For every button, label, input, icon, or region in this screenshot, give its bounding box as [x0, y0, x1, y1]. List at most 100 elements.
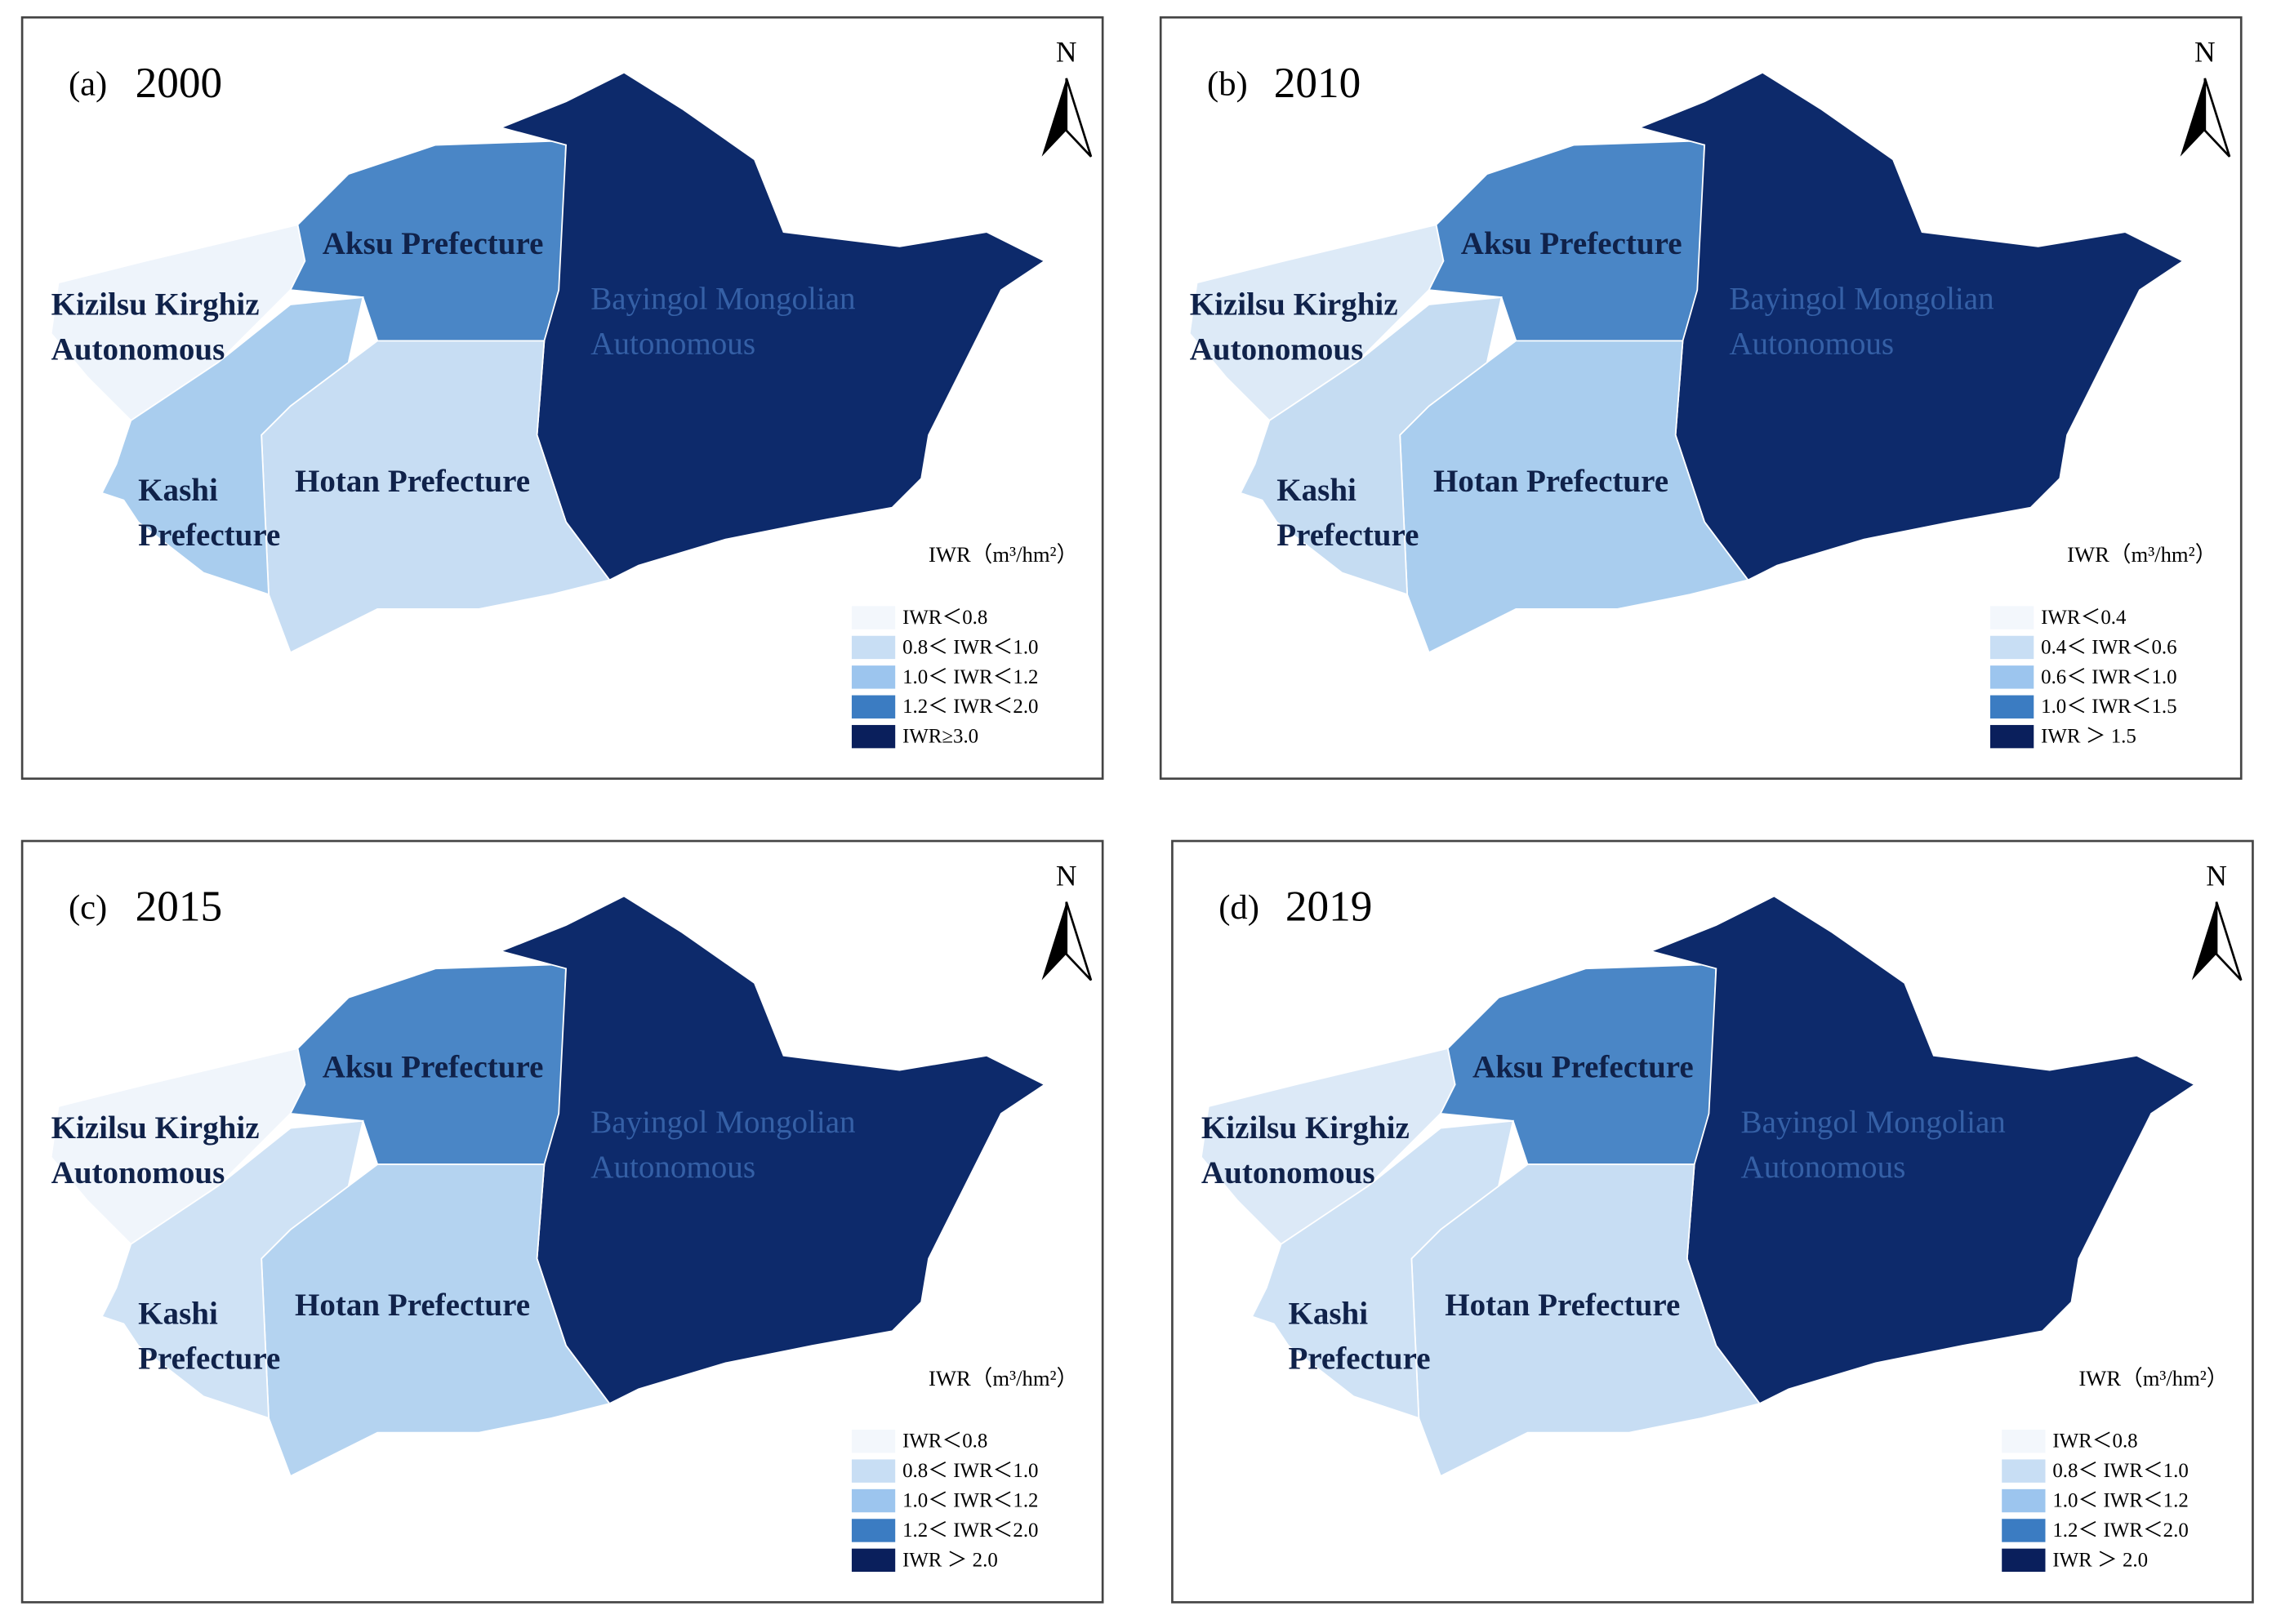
- region-label: Kashi: [138, 1296, 218, 1331]
- region-label: Autonomous: [1201, 1155, 1375, 1190]
- region-label: Autonomous: [51, 1155, 225, 1190]
- region-label: Bayingol Mongolian: [1729, 281, 1994, 316]
- region-label: Kizilsu Kirghiz: [51, 287, 260, 322]
- region-label: Bayingol Mongolian: [590, 1105, 855, 1140]
- panel-label: (c): [69, 888, 107, 927]
- region-label: Hotan Prefecture: [295, 1288, 530, 1323]
- region-label: Autonomous: [1190, 332, 1364, 367]
- region-label: Aksu Prefecture: [323, 1050, 544, 1085]
- legend-label: 1.2＜ IWR＜2.0: [902, 1519, 1038, 1542]
- region-label: Prefecture: [1276, 518, 1419, 553]
- legend-swatch: [851, 665, 896, 689]
- legend-label: IWR＜0.8: [902, 607, 987, 629]
- region: [1239, 296, 1503, 596]
- north-arrow: [2215, 901, 2243, 981]
- region-label: Kashi: [1288, 1296, 1368, 1331]
- north-arrow: [2203, 78, 2231, 158]
- legend-swatch: [1990, 606, 2034, 630]
- legend-swatch: [851, 1430, 896, 1453]
- region-label: Prefecture: [138, 1341, 280, 1377]
- legend-swatch: [851, 606, 896, 630]
- legend-label: 1.0＜ IWR＜1.2: [2052, 1490, 2188, 1512]
- region-label: Aksu Prefecture: [1472, 1050, 1694, 1085]
- panel-label: (b): [1207, 65, 1248, 103]
- north-label: N: [2206, 859, 2227, 892]
- region-label: Autonomous: [1741, 1150, 1906, 1185]
- region-label: Aksu Prefecture: [323, 226, 544, 261]
- legend-label: IWR＜0.4: [2041, 607, 2127, 629]
- legend-title: IWR（m³/hm²）: [2067, 542, 2216, 567]
- north-label: N: [1056, 859, 1077, 892]
- legend-label: 0.8＜ IWR＜1.0: [902, 1460, 1038, 1482]
- north-arrow: [1041, 901, 1067, 981]
- legend-label: 1.2＜ IWR＜2.0: [902, 696, 1038, 718]
- region-label: Hotan Prefecture: [295, 464, 530, 499]
- panel: Kizilsu Kirghiz Autonomous Aksu Prefecture…: [20, 16, 1104, 780]
- legend-swatch: [2002, 1430, 2046, 1453]
- region-label: Bayingol Mongolian: [590, 281, 855, 316]
- legend-label: 1.0＜ IWR＜1.2: [902, 666, 1038, 688]
- legend-swatch: [851, 1459, 896, 1483]
- legend-swatch: [2002, 1519, 2046, 1542]
- region-label: Autonomous: [590, 1150, 755, 1185]
- legend-swatch: [1990, 635, 2034, 660]
- region-label: Hotan Prefecture: [1433, 464, 1668, 499]
- legend-label: 0.4＜ IWR＜0.6: [2041, 636, 2176, 658]
- north-label: N: [1056, 36, 1077, 69]
- legend-swatch: [851, 724, 896, 749]
- panel-year: 2015: [136, 882, 223, 930]
- region-label: Aksu Prefecture: [1461, 226, 1682, 261]
- region: [100, 296, 364, 596]
- region-label: Autonomous: [1729, 326, 1894, 361]
- region-label: Autonomous: [590, 326, 755, 361]
- panel: Kizilsu Kirghiz Autonomous Aksu Prefecture…: [20, 839, 1104, 1604]
- panel-label: (a): [69, 65, 107, 103]
- panel-year: 2019: [1285, 882, 1373, 930]
- panel-label: (d): [1218, 888, 1259, 927]
- region: [100, 1119, 364, 1420]
- north-arrow: [1065, 901, 1093, 981]
- region-label: Kashi: [138, 473, 218, 508]
- region-label: Kizilsu Kirghiz: [1201, 1110, 1410, 1146]
- legend-label: 1.0＜ IWR＜1.5: [2041, 696, 2176, 718]
- region: [1250, 1119, 1514, 1420]
- legend-swatch: [2002, 1459, 2046, 1483]
- region-label: Prefecture: [1288, 1341, 1430, 1377]
- legend-swatch: [851, 1519, 896, 1542]
- legend-swatch: [851, 1548, 896, 1573]
- legend-label: 1.2＜ IWR＜2.0: [2052, 1519, 2188, 1542]
- north-arrow: [1041, 78, 1067, 157]
- panel-year: 2000: [136, 59, 223, 107]
- legend-label: 0.8＜ IWR＜1.0: [2052, 1460, 2188, 1482]
- panel: Kizilsu Kirghiz Autonomous Aksu Prefecture…: [1171, 839, 2254, 1604]
- legend-label: 0.8＜ IWR＜1.0: [902, 636, 1038, 658]
- legend-label: 1.0＜ IWR＜1.2: [902, 1490, 1038, 1512]
- legend-swatch: [851, 695, 896, 719]
- region-label: Kashi: [1276, 473, 1357, 508]
- legend-swatch: [2002, 1488, 2046, 1513]
- legend-swatch: [851, 635, 896, 660]
- panel-year: 2010: [1274, 59, 1361, 107]
- legend-swatch: [1990, 665, 2034, 689]
- legend-label: IWR＜0.8: [902, 1430, 987, 1453]
- legend-swatch: [851, 1488, 896, 1513]
- north-arrow: [1065, 78, 1093, 158]
- legend-label: 0.6＜ IWR＜1.0: [2041, 666, 2176, 688]
- legend-swatch: [1990, 695, 2034, 719]
- legend-title: IWR（m³/hm²）: [929, 542, 1078, 567]
- legend-title: IWR（m³/hm²）: [2078, 1366, 2228, 1390]
- legend-label: IWR ＞ 2.0: [2052, 1549, 2148, 1571]
- legend-label: IWR≥3.0: [902, 726, 978, 748]
- legend-label: IWR＜0.8: [2052, 1430, 2137, 1453]
- region-label: Kizilsu Kirghiz: [1190, 287, 1398, 322]
- legend-title: IWR（m³/hm²）: [929, 1366, 1078, 1390]
- legend-swatch: [1990, 724, 2034, 749]
- region-label: Prefecture: [138, 518, 280, 553]
- region-label: Hotan Prefecture: [1445, 1288, 1680, 1323]
- panel: Kizilsu Kirghiz Autonomous Aksu Prefecture…: [1159, 16, 2243, 780]
- region-label: Bayingol Mongolian: [1741, 1105, 2006, 1140]
- region-label: Autonomous: [51, 332, 225, 367]
- legend-label: IWR ＞ 1.5: [2041, 726, 2136, 748]
- north-label: N: [2194, 36, 2216, 69]
